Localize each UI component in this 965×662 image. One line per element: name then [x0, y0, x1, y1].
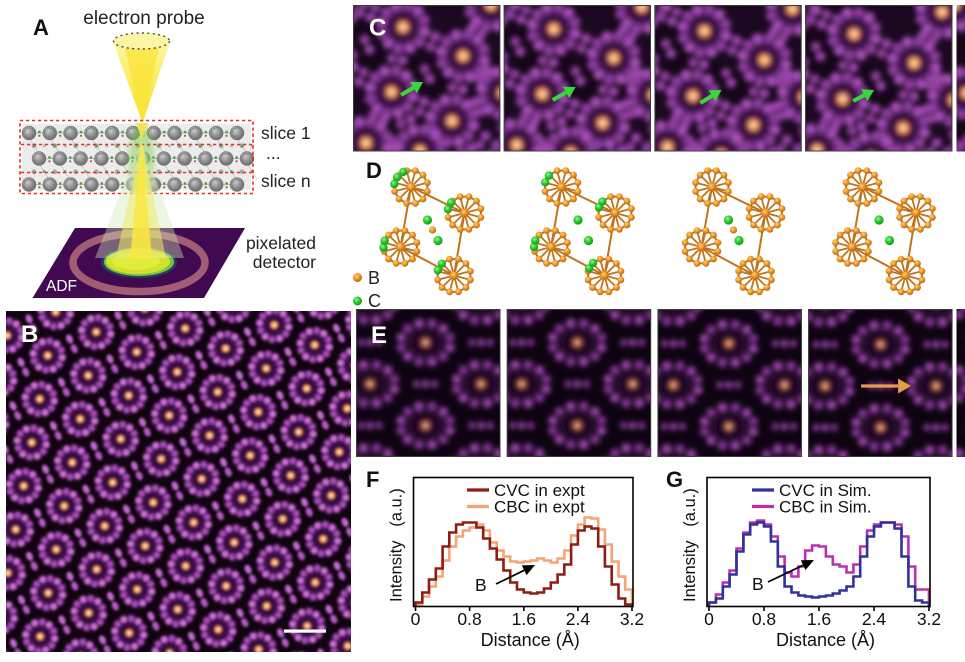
- svg-text:G: G: [666, 467, 683, 492]
- svg-text:0.8: 0.8: [457, 609, 481, 629]
- svg-text:D: D: [366, 158, 382, 183]
- svg-text:pixelated: pixelated: [246, 233, 316, 253]
- svg-text:2.4: 2.4: [862, 609, 887, 629]
- svg-text:3.2: 3.2: [917, 609, 941, 629]
- svg-text:0.8: 0.8: [752, 609, 776, 629]
- svg-text:detector: detector: [253, 252, 316, 272]
- svg-text:0: 0: [704, 609, 714, 629]
- svg-text:F: F: [366, 467, 379, 492]
- svg-text:B: B: [475, 575, 487, 595]
- svg-text:C: C: [368, 291, 381, 311]
- svg-text:1.6: 1.6: [512, 609, 536, 629]
- svg-text:A: A: [33, 15, 49, 40]
- svg-text:Distance (Å): Distance (Å): [776, 630, 875, 650]
- svg-text:CBC in expt: CBC in expt: [494, 498, 585, 517]
- svg-text:2.4: 2.4: [566, 609, 591, 629]
- svg-text:Intensity (a.u.): Intensity (a.u.): [388, 488, 406, 602]
- svg-text:B: B: [368, 268, 380, 288]
- svg-text:3.2: 3.2: [620, 609, 644, 629]
- svg-text:E: E: [371, 322, 387, 349]
- svg-text:0: 0: [411, 609, 421, 629]
- svg-text:B: B: [21, 321, 38, 348]
- svg-text:C: C: [369, 15, 386, 42]
- svg-text:CBC in Sim.: CBC in Sim.: [779, 498, 872, 517]
- svg-text:...: ...: [266, 143, 281, 163]
- svg-text:Intensity (a.u.): Intensity (a.u.): [681, 488, 699, 602]
- svg-text:1.6: 1.6: [807, 609, 831, 629]
- svg-text:B: B: [752, 574, 764, 594]
- svg-text:ADF: ADF: [46, 278, 77, 295]
- svg-text:electron probe: electron probe: [83, 8, 204, 29]
- svg-text:slice 1: slice 1: [261, 123, 311, 143]
- svg-text:Distance (Å): Distance (Å): [481, 630, 580, 650]
- svg-text:slice n: slice n: [261, 171, 311, 191]
